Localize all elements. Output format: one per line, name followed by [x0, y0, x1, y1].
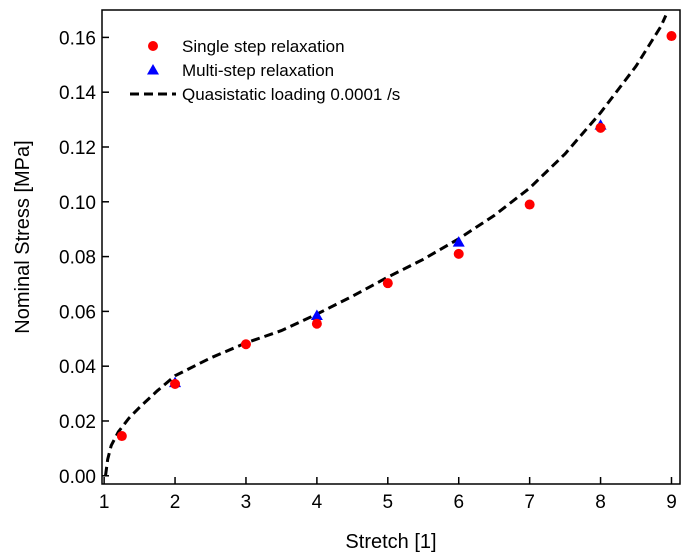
y-tick-label: 0.10 — [59, 193, 96, 214]
x-tick-label: 6 — [453, 492, 464, 513]
y-tick-label: 0.14 — [59, 83, 96, 104]
single-step-point — [595, 122, 606, 133]
single-step-point — [240, 339, 251, 350]
legend-triangle-marker — [147, 64, 159, 75]
legend-circle-marker — [148, 41, 158, 51]
y-tick-label: 0.08 — [59, 248, 96, 269]
y-axis-title: Nominal Stress [MPa] — [12, 140, 34, 333]
x-tick-label: 4 — [312, 492, 323, 513]
plot-frame — [101, 9, 681, 485]
x-tick-label: 2 — [170, 492, 181, 513]
legend-label: Single step relaxation — [182, 37, 345, 56]
y-tick-label: 0.16 — [59, 28, 96, 49]
x-tick-label: 3 — [241, 492, 252, 513]
single-step-point — [524, 199, 535, 210]
y-tick-label: 0.02 — [59, 412, 96, 433]
x-tick-label: 1 — [99, 492, 110, 513]
y-tick-label: 0.12 — [59, 138, 96, 159]
single-step-point — [311, 318, 322, 329]
y-tick-label: 0.00 — [59, 467, 96, 488]
x-tick-label: 8 — [595, 492, 606, 513]
single-step-point — [170, 378, 181, 389]
marks-layer — [104, 14, 677, 476]
x-axis-title: Stretch [1] — [345, 531, 436, 553]
single-step-point — [453, 248, 464, 259]
y-tick-label: 0.04 — [59, 357, 96, 378]
single-step-point — [116, 431, 127, 442]
y-tick-label: 0.06 — [59, 302, 96, 323]
ticks-layer: 1 2 3 4 5 6 7 8 9 0.00 0.02 0.04 0.06 0.08 0.10 0.12 0.1… — [59, 28, 677, 513]
legend-label: Quasistatic loading 0.0001 /s — [182, 85, 400, 104]
single-step-point — [666, 31, 677, 42]
x-tick-label: 9 — [666, 492, 677, 513]
x-tick-label: 7 — [524, 492, 535, 513]
multi-step-point — [310, 309, 323, 320]
single-step-point — [382, 278, 393, 289]
legend: Single step relaxation Multi-step relaxat… — [130, 37, 400, 104]
x-tick-label: 5 — [383, 492, 394, 513]
legend-label: Multi-step relaxation — [182, 61, 334, 80]
multi-step-point — [452, 236, 465, 247]
